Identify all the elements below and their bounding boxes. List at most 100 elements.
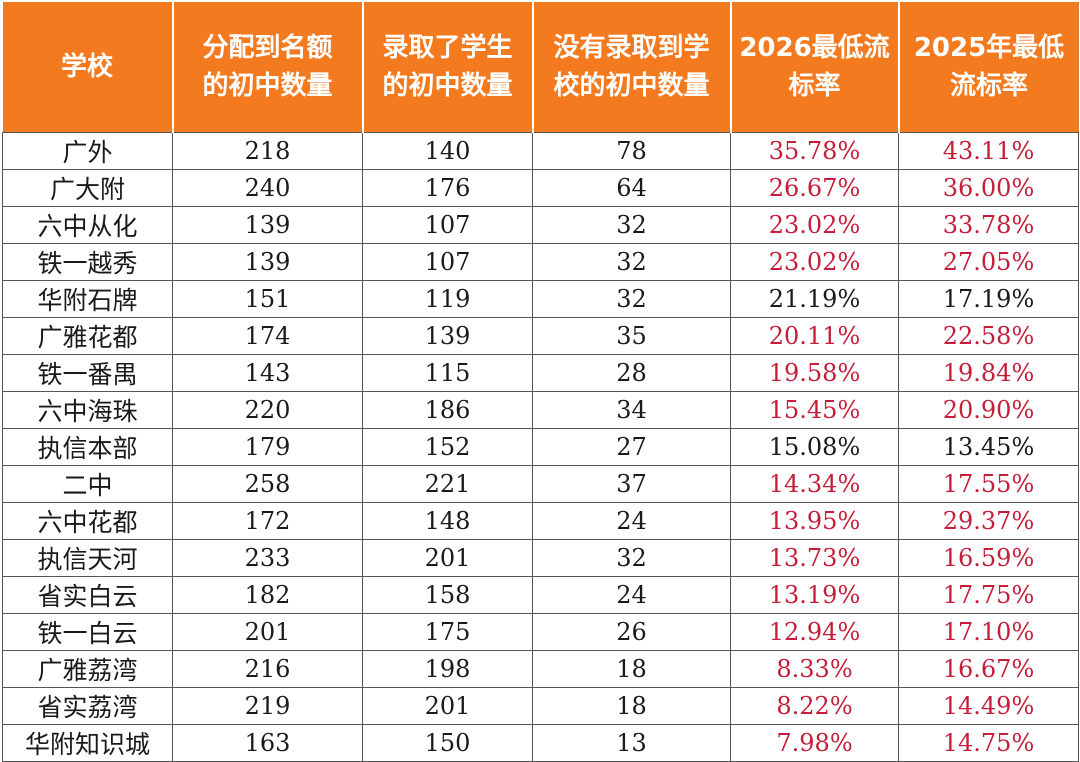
- table-row: 广雅荔湾 216 198 18 8.33% 16.67%: [2, 649, 1079, 688]
- not-admitted-cell: 32: [532, 242, 731, 281]
- rate-2026-cell: 23.02%: [730, 242, 899, 281]
- table-row: 广雅花都 174 139 35 20.11% 22.58%: [2, 316, 1079, 355]
- header-rate-2026: 2026最低流 标率: [730, 2, 900, 132]
- not-admitted-cell: 34: [532, 390, 731, 429]
- admitted-cell: 175: [362, 612, 533, 651]
- rate-2025-cell: 17.10%: [898, 612, 1079, 651]
- school-cell: 广外: [2, 131, 173, 170]
- admitted-cell: 198: [362, 649, 533, 688]
- table-row: 华附知识城 163 150 13 7.98% 14.75%: [2, 723, 1079, 762]
- allocated-cell: 233: [172, 538, 363, 577]
- school-cell: 广雅花都: [2, 316, 173, 355]
- table-row: 执信本部 179 152 27 15.08% 13.45%: [2, 427, 1079, 466]
- not-admitted-cell: 78: [532, 131, 731, 170]
- rate-2025-cell: 36.00%: [898, 168, 1079, 207]
- rate-2025-cell: 27.05%: [898, 242, 1079, 281]
- rate-2025-cell: 14.75%: [898, 723, 1079, 762]
- rate-2026-cell: 13.95%: [730, 501, 899, 540]
- allocated-cell: 258: [172, 464, 363, 503]
- school-cell: 二中: [2, 464, 173, 503]
- rate-2026-cell: 8.22%: [730, 686, 899, 725]
- rate-2025-cell: 43.11%: [898, 131, 1079, 170]
- allocated-cell: 163: [172, 723, 363, 762]
- rate-2026-cell: 7.98%: [730, 723, 899, 762]
- table-row: 省实荔湾 219 201 18 8.22% 14.49%: [2, 686, 1079, 725]
- not-admitted-cell: 64: [532, 168, 731, 207]
- school-cell: 六中从化: [2, 205, 173, 244]
- table-row: 省实白云 182 158 24 13.19% 17.75%: [2, 575, 1079, 614]
- admitted-cell: 115: [362, 353, 533, 392]
- school-cell: 六中海珠: [2, 390, 173, 429]
- table-row: 六中从化 139 107 32 23.02% 33.78%: [2, 205, 1079, 244]
- header-row: 学校 分配到名额 的初中数量 录取了学生 的初中数量 没有录取到学 校的初中数量 20…: [2, 2, 1079, 132]
- allocated-cell: 218: [172, 131, 363, 170]
- table-row: 铁一白云 201 175 26 12.94% 17.10%: [2, 612, 1079, 651]
- allocated-cell: 172: [172, 501, 363, 540]
- school-cell: 广大附: [2, 168, 173, 207]
- table-row: 广大附 240 176 64 26.67% 36.00%: [2, 168, 1079, 207]
- admitted-cell: 148: [362, 501, 533, 540]
- not-admitted-cell: 27: [532, 427, 731, 466]
- admitted-cell: 176: [362, 168, 533, 207]
- table-body: 广外 218 140 78 35.78% 43.11% 广大附 240 176 64 26.67% 3…: [2, 131, 1079, 762]
- admitted-cell: 152: [362, 427, 533, 466]
- rate-2026-cell: 26.67%: [730, 168, 899, 207]
- not-admitted-cell: 32: [532, 538, 731, 577]
- allocated-cell: 216: [172, 649, 363, 688]
- rate-2026-cell: 14.34%: [730, 464, 899, 503]
- rate-2026-cell: 13.19%: [730, 575, 899, 614]
- admitted-cell: 150: [362, 723, 533, 762]
- table-row: 广外 218 140 78 35.78% 43.11%: [2, 131, 1079, 170]
- allocated-cell: 151: [172, 279, 363, 318]
- rate-2026-cell: 35.78%: [730, 131, 899, 170]
- school-cell: 铁一番禺: [2, 353, 173, 392]
- school-cell: 六中花都: [2, 501, 173, 540]
- school-cell: 省实白云: [2, 575, 173, 614]
- table-row: 执信天河 233 201 32 13.73% 16.59%: [2, 538, 1079, 577]
- admitted-cell: 186: [362, 390, 533, 429]
- rate-2025-cell: 17.19%: [898, 279, 1079, 318]
- rate-2025-cell: 19.84%: [898, 353, 1079, 392]
- school-cell: 华附知识城: [2, 723, 173, 762]
- table-header: 学校 分配到名额 的初中数量 录取了学生 的初中数量 没有录取到学 校的初中数量 20…: [2, 2, 1079, 132]
- rate-2026-cell: 20.11%: [730, 316, 899, 355]
- admitted-cell: 140: [362, 131, 533, 170]
- allocated-cell: 201: [172, 612, 363, 651]
- school-cell: 华附石牌: [2, 279, 173, 318]
- not-admitted-cell: 32: [532, 205, 731, 244]
- rate-2025-cell: 16.67%: [898, 649, 1079, 688]
- rate-2026-cell: 8.33%: [730, 649, 899, 688]
- school-cell: 铁一越秀: [2, 242, 173, 281]
- table-row: 华附石牌 151 119 32 21.19% 17.19%: [2, 279, 1079, 318]
- not-admitted-cell: 24: [532, 501, 731, 540]
- not-admitted-cell: 37: [532, 464, 731, 503]
- rate-2026-cell: 15.08%: [730, 427, 899, 466]
- not-admitted-cell: 26: [532, 612, 731, 651]
- rate-2025-cell: 22.58%: [898, 316, 1079, 355]
- allocated-cell: 240: [172, 168, 363, 207]
- header-not-admitted: 没有录取到学 校的初中数量: [532, 2, 732, 132]
- allocated-cell: 220: [172, 390, 363, 429]
- not-admitted-cell: 24: [532, 575, 731, 614]
- allocated-cell: 219: [172, 686, 363, 725]
- school-cell: 广雅荔湾: [2, 649, 173, 688]
- not-admitted-cell: 32: [532, 279, 731, 318]
- rate-2026-cell: 15.45%: [730, 390, 899, 429]
- header-allocated: 分配到名额 的初中数量: [172, 2, 364, 132]
- not-admitted-cell: 18: [532, 686, 731, 725]
- rate-2026-cell: 13.73%: [730, 538, 899, 577]
- school-cell: 执信本部: [2, 427, 173, 466]
- school-cell: 执信天河: [2, 538, 173, 577]
- allocated-cell: 174: [172, 316, 363, 355]
- rate-2025-cell: 14.49%: [898, 686, 1079, 725]
- not-admitted-cell: 28: [532, 353, 731, 392]
- header-rate-2025: 2025年最低 流标率: [898, 2, 1079, 132]
- header-school: 学校: [2, 2, 174, 132]
- admitted-cell: 158: [362, 575, 533, 614]
- not-admitted-cell: 13: [532, 723, 731, 762]
- not-admitted-cell: 18: [532, 649, 731, 688]
- allocated-cell: 139: [172, 242, 363, 281]
- rate-2026-cell: 19.58%: [730, 353, 899, 392]
- not-admitted-cell: 35: [532, 316, 731, 355]
